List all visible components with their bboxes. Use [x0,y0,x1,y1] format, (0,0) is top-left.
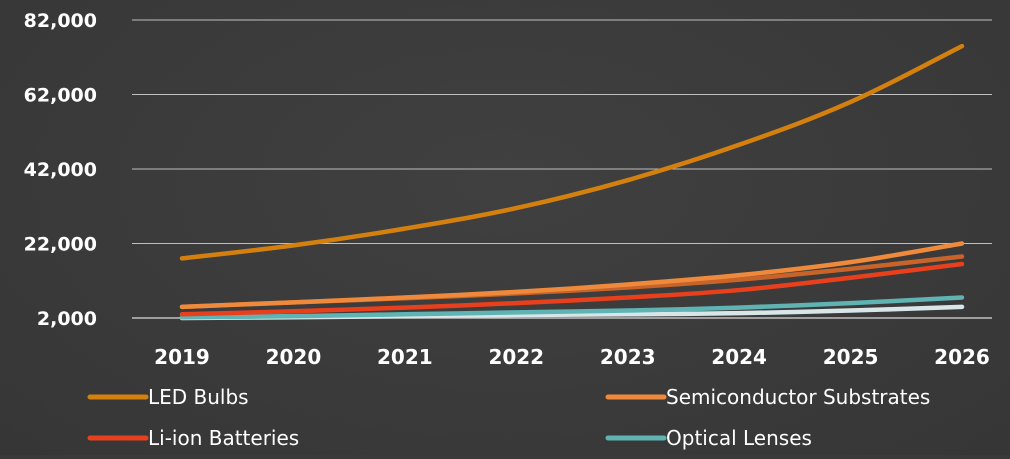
x-tick-label: 2020 [266,345,322,369]
x-tick-label: 2026 [934,345,990,369]
x-tick-label: 2025 [823,345,879,369]
y-tick-label: 42,000 [24,159,97,181]
y-axis-tick-labels: 2,000 22,000 42,000 62,000 82,000 [24,10,97,330]
x-tick-label: 2022 [488,345,544,369]
legend-label: Li-ion Batteries [148,426,299,450]
x-tick-label: 2021 [377,345,433,369]
y-tick-label: 22,000 [24,234,97,256]
legend-label: Semiconductor Substrates [666,385,930,409]
y-tick-label: 82,000 [24,10,97,32]
legend-label: LED Bulbs [148,385,249,409]
legend-item: Li-ion Batteries [87,426,299,450]
series-line [179,241,965,310]
legend-item: LED Bulbs [87,385,249,409]
legend-item: Optical Lenses [605,426,812,450]
series-line [179,295,965,320]
legend: LED Bulbs Semiconductor Substrates Li-ion … [87,385,930,450]
y-tick-label: 62,000 [24,85,97,107]
x-tick-label: 2023 [600,345,656,369]
legend-item: Semiconductor Substrates [605,385,930,409]
series-lines [179,43,965,321]
series-line [179,43,965,261]
legend-label: Optical Lenses [666,426,812,450]
y-tick-label: 2,000 [37,308,97,330]
series-line [179,261,965,317]
x-axis-tick-labels: 2019 2020 2021 2022 2023 2024 2025 2026 [154,345,990,369]
gridlines [132,19,992,319]
x-tick-label: 2019 [154,345,210,369]
x-tick-label: 2024 [711,345,767,369]
